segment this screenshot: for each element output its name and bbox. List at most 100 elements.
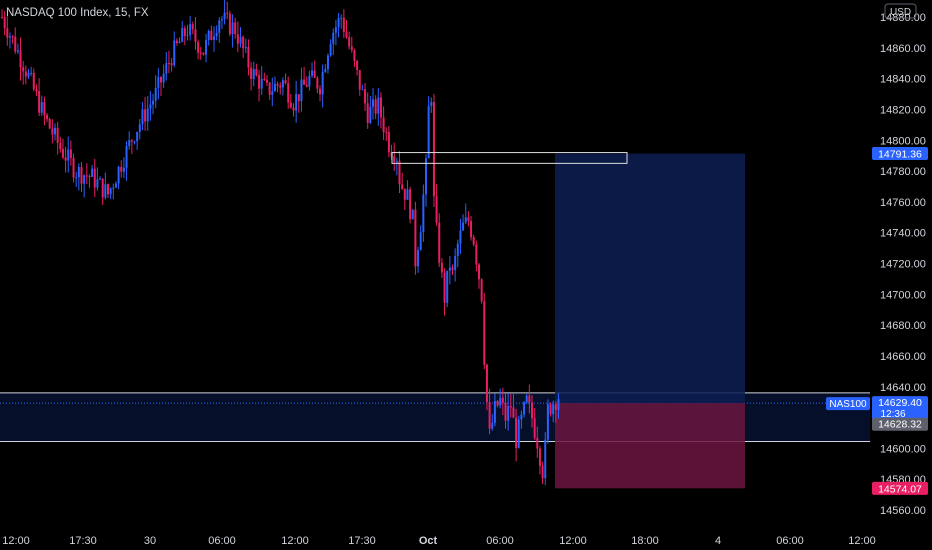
- price-tick-label: 14660.00: [880, 351, 926, 363]
- candle-body: [6, 28, 9, 38]
- candle-body: [419, 232, 422, 251]
- candle-body: [372, 99, 374, 107]
- candle-body: [258, 75, 261, 89]
- candle-body: [485, 364, 488, 402]
- candle-body: [369, 106, 372, 123]
- candle-body: [128, 140, 131, 146]
- candle-body: [75, 177, 78, 179]
- candle-body: [43, 102, 46, 115]
- candle-body: [83, 175, 86, 184]
- candle-body: [157, 77, 160, 88]
- candle-body: [311, 70, 314, 76]
- candle-body: [499, 397, 502, 406]
- candle-body: [104, 184, 107, 198]
- time-tick-label: 18:00: [631, 535, 659, 547]
- drawn-rectangle[interactable]: [391, 152, 628, 164]
- candle-body: [316, 77, 319, 89]
- candle-body: [493, 401, 496, 423]
- candle-body: [446, 270, 449, 303]
- candle-body: [91, 168, 94, 177]
- candle-body: [350, 46, 353, 50]
- candle-body: [120, 166, 123, 172]
- candle-body: [255, 69, 258, 76]
- candle-body: [167, 62, 170, 64]
- candles-group: [1, 0, 560, 486]
- candle-body: [3, 17, 6, 29]
- candle-body: [24, 71, 27, 77]
- candle-body: [374, 99, 377, 114]
- candle-body: [552, 404, 555, 415]
- candle-body: [531, 402, 533, 419]
- currency-label: USD: [890, 7, 911, 18]
- candle-body: [470, 221, 473, 238]
- candle-body: [305, 84, 308, 87]
- time-axis[interactable]: 12:00 17:30 30 06:00 12:00 17:30 Oct 06:00 12:00…: [2, 535, 876, 547]
- candle-body: [528, 395, 531, 403]
- candle-body: [475, 244, 478, 265]
- candle-body: [438, 222, 441, 263]
- candle-body: [377, 97, 380, 114]
- candle-body: [99, 178, 102, 180]
- candle-body: [125, 145, 128, 168]
- candle-body: [16, 50, 19, 52]
- price-axis[interactable]: 14560.0014580.0014600.0014620.0014640.00…: [880, 12, 926, 517]
- time-tick-label: 06:00: [486, 535, 514, 547]
- candle-body: [422, 194, 425, 233]
- candle-body: [170, 63, 173, 66]
- price-tick-label: 14720.00: [880, 259, 926, 271]
- price-tick-label: 14700.00: [880, 289, 926, 301]
- candle-body: [197, 41, 200, 53]
- symbol-tag: [826, 397, 870, 411]
- candle-body: [205, 40, 208, 55]
- reference-price-tag: [872, 417, 928, 431]
- candle-body: [417, 250, 420, 267]
- candle-body: [536, 437, 539, 449]
- candle-body: [358, 69, 361, 90]
- price-tick-label: 14860.00: [880, 43, 926, 55]
- candle-body: [483, 301, 486, 365]
- last-price-tag: [872, 396, 928, 421]
- candle-body: [533, 418, 536, 438]
- candle-body: [364, 89, 367, 104]
- candle-body: [353, 49, 356, 61]
- currency-badge[interactable]: [884, 3, 917, 19]
- candle-body: [385, 131, 388, 133]
- candle-body: [403, 188, 406, 200]
- candle-body: [456, 243, 459, 257]
- candle-body: [273, 83, 276, 92]
- time-tick-label: 17:30: [69, 535, 97, 547]
- price-tick-label: 14640.00: [880, 382, 926, 394]
- candle-body: [85, 175, 88, 177]
- candle-body: [260, 78, 263, 89]
- candle-body: [252, 69, 255, 80]
- candle-body: [226, 12, 229, 14]
- candle-body: [432, 102, 435, 197]
- time-tick-label: 12:00: [559, 535, 587, 547]
- candle-body: [228, 13, 231, 35]
- price-tick-label: 14760.00: [880, 197, 926, 209]
- candle-body: [297, 94, 300, 102]
- price-tick-label: 14780.00: [880, 166, 926, 178]
- candle-body: [525, 395, 528, 403]
- candle-body: [334, 27, 337, 33]
- target-price-label: 14791.36: [878, 149, 922, 161]
- candle-body: [186, 35, 189, 37]
- long-position-stop-zone[interactable]: [555, 403, 745, 489]
- reference-price-label: 14628.32: [878, 419, 922, 431]
- candle-body: [181, 28, 184, 42]
- candle-body: [435, 196, 438, 223]
- candle-body: [554, 404, 557, 410]
- candle-body: [59, 142, 62, 150]
- candle-body: [35, 89, 38, 92]
- candle-body: [345, 32, 348, 38]
- countdown-label: 12:36: [880, 409, 905, 420]
- candle-body: [191, 24, 194, 30]
- long-position-target-zone[interactable]: [555, 153, 745, 404]
- candle-body: [313, 70, 316, 78]
- candle-body: [213, 36, 215, 40]
- candle-body: [515, 417, 518, 448]
- candle-body: [356, 60, 359, 70]
- price-tick-label: 14820.00: [880, 104, 926, 116]
- candle-body: [427, 105, 430, 159]
